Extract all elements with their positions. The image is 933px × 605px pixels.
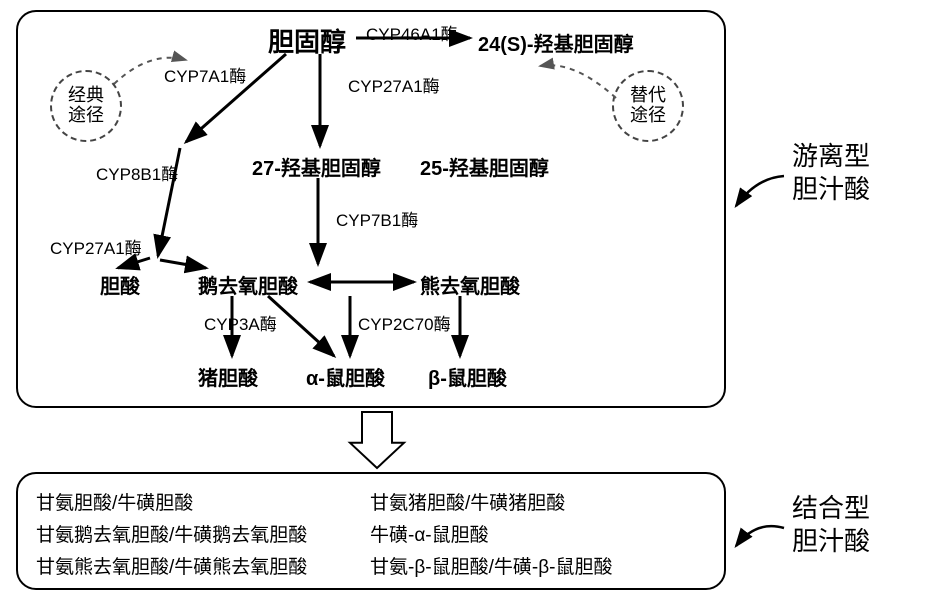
node-beta-mca: β-鼠胆酸 [428, 362, 507, 391]
node-alpha-mca: α-鼠胆酸 [306, 362, 385, 391]
node-25-hydroxycholesterol: 25-羟基胆固醇 [420, 152, 549, 181]
conjugated-left-1: 甘氨鹅去氧胆酸/牛磺鹅去氧胆酸 [36, 520, 307, 547]
enzyme-cyp27a1-top: CYP27A1酶 [348, 72, 440, 97]
node-cdca: 鹅去氧胆酸 [198, 270, 298, 299]
enzyme-cyp46a1: CYP46A1酶 [366, 20, 458, 45]
enzyme-cyp8b1: CYP8B1酶 [96, 160, 178, 185]
node-cholesterol: 胆固醇 [268, 22, 346, 59]
node-hdca: 猪胆酸 [198, 362, 258, 391]
node-27-hydroxycholesterol: 27-羟基胆固醇 [252, 152, 381, 181]
node-24s-hydroxycholesterol: 24(S)-羟基胆固醇 [478, 28, 634, 57]
node-cholic-acid: 胆酸 [100, 270, 140, 299]
side-label-free: 游离型胆汁酸 [792, 140, 870, 205]
classic-pathway-bubble: 经典途径 [50, 70, 122, 142]
alt-pathway-bubble: 替代途径 [612, 70, 684, 142]
conjugated-right-0: 甘氨猪胆酸/牛磺猪胆酸 [370, 488, 565, 515]
alt-pathway-label: 替代途径 [630, 86, 666, 126]
conjugated-right-1: 牛磺-α-鼠胆酸 [370, 520, 489, 547]
enzyme-cyp3a: CYP3A酶 [204, 310, 277, 335]
conjugated-left-2: 甘氨熊去氧胆酸/牛磺熊去氧胆酸 [36, 552, 307, 579]
conjugated-left-0: 甘氨胆酸/牛磺胆酸 [36, 488, 193, 515]
enzyme-cyp2c70: CYP2C70酶 [358, 310, 451, 335]
node-udca: 熊去氧胆酸 [420, 270, 520, 299]
side-label-conjugated: 结合型胆汁酸 [792, 492, 870, 557]
enzyme-cyp27a1-left: CYP27A1酶 [50, 234, 142, 259]
enzyme-cyp7b1: CYP7B1酶 [336, 206, 418, 231]
enzyme-cyp7a1: CYP7A1酶 [164, 62, 246, 87]
conjugated-right-2: 甘氨-β-鼠胆酸/牛磺-β-鼠胆酸 [370, 552, 612, 579]
classic-pathway-label: 经典途径 [68, 86, 104, 126]
